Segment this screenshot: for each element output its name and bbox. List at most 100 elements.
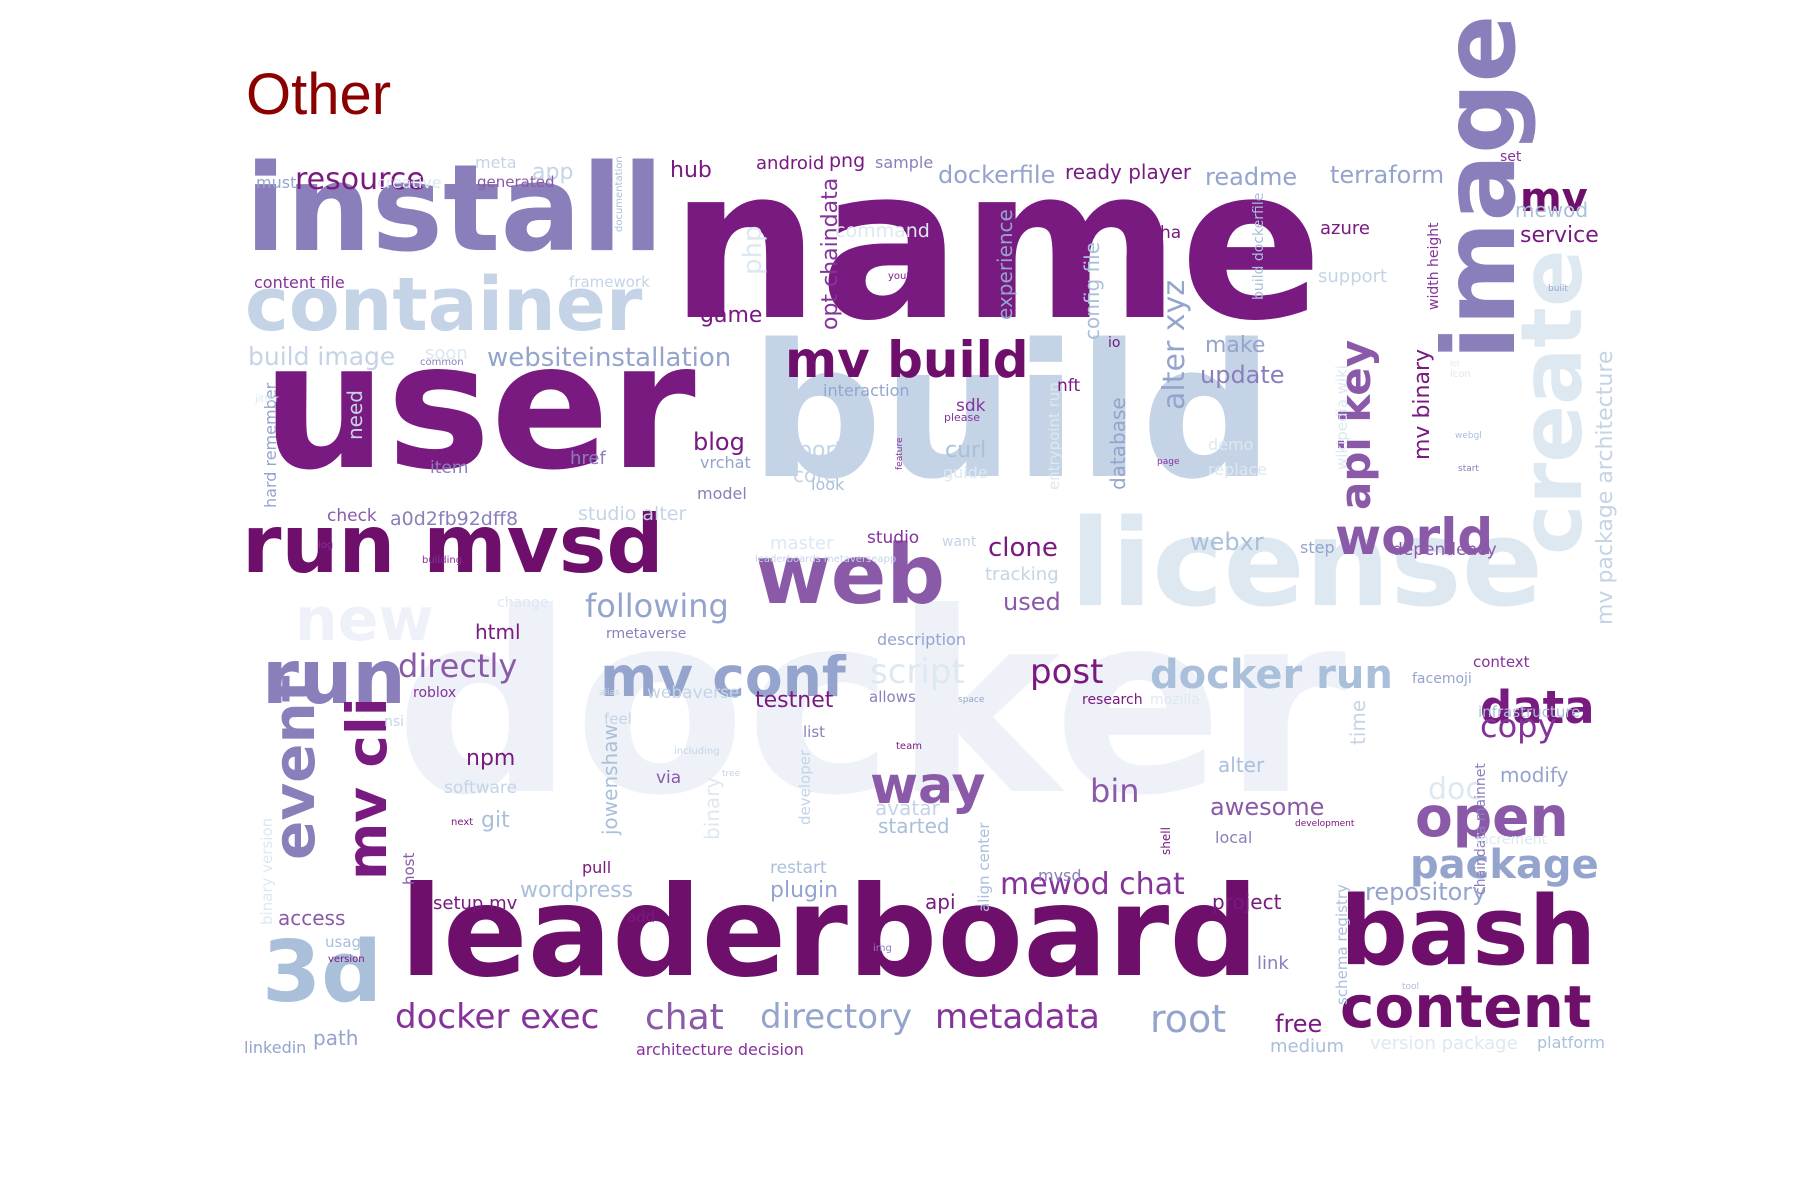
cloud-word: host bbox=[400, 852, 418, 885]
cloud-word: building bbox=[422, 555, 463, 566]
cloud-word: following bbox=[585, 587, 729, 625]
cloud-word: link bbox=[1257, 953, 1289, 974]
cloud-word: tool bbox=[1402, 982, 1420, 992]
cloud-word: meta bbox=[475, 153, 517, 172]
cloud-word: architecture decision bbox=[636, 1040, 804, 1059]
cloud-word: built bbox=[1548, 284, 1568, 294]
cloud-word: schema registry bbox=[1333, 884, 1351, 1005]
cloud-word: mv binary bbox=[1410, 348, 1435, 460]
cloud-word: page bbox=[1157, 457, 1180, 467]
cloud-word: command bbox=[835, 220, 930, 242]
cloud-word: studio bbox=[867, 528, 920, 548]
cloud-word: update bbox=[1200, 361, 1285, 389]
cloud-word: project bbox=[1212, 890, 1282, 914]
cloud-word: including bbox=[674, 746, 720, 757]
cloud-word: user bbox=[262, 306, 696, 509]
cloud-word: restart bbox=[770, 858, 827, 878]
cloud-word: license bbox=[1070, 495, 1544, 634]
cloud-word: alter xyz bbox=[1157, 279, 1192, 410]
cloud-word: post bbox=[1030, 652, 1104, 692]
cloud-word: doc bbox=[1428, 772, 1482, 807]
cloud-word: documentation bbox=[614, 156, 625, 232]
cloud-word: build image bbox=[248, 342, 396, 371]
cloud-word: web bbox=[755, 528, 946, 623]
cloud-word: docker bbox=[395, 559, 1347, 850]
cloud-word: soon bbox=[425, 343, 468, 364]
cloud-word: master bbox=[770, 533, 834, 554]
cloud-word: model bbox=[697, 484, 747, 503]
cloud-word: want bbox=[942, 534, 977, 550]
cloud-word: creative bbox=[377, 173, 442, 192]
cloud-word: data bbox=[1480, 681, 1595, 734]
cloud-word: path bbox=[313, 1026, 359, 1050]
cloud-word: demo bbox=[1208, 435, 1254, 454]
cloud-word: resource bbox=[295, 162, 425, 197]
cloud-word: new bbox=[295, 585, 434, 655]
cloud-word: terraform bbox=[1330, 161, 1445, 189]
cloud-word: local bbox=[1215, 828, 1253, 847]
cloud-word: please bbox=[944, 411, 981, 424]
cloud-word: world bbox=[1335, 508, 1494, 566]
cloud-word: webxr bbox=[1190, 528, 1264, 556]
cloud-word: common bbox=[420, 357, 464, 368]
cloud-word: need bbox=[343, 390, 367, 440]
cloud-word: binary bbox=[700, 776, 724, 840]
cloud-word: step bbox=[1300, 538, 1335, 557]
cloud-word: context bbox=[1473, 653, 1530, 671]
cloud-word: time bbox=[1346, 699, 1370, 745]
cloud-word: alias bbox=[599, 688, 620, 698]
cloud-word: plugin bbox=[770, 878, 839, 903]
cloud-word: access bbox=[278, 906, 346, 930]
cloud-word: webgl bbox=[1455, 431, 1482, 441]
cloud-word: vrchat bbox=[700, 453, 751, 472]
cloud-word: run mvsd bbox=[242, 498, 664, 591]
cloud-word: core bbox=[793, 463, 837, 487]
cloud-word: team bbox=[896, 741, 922, 752]
cloud-word: package bbox=[1410, 842, 1599, 888]
cloud-word: chat bbox=[645, 997, 724, 1038]
cloud-word: align center bbox=[975, 822, 993, 912]
cloud-word: database bbox=[1106, 397, 1130, 490]
cloud-word: space bbox=[958, 695, 985, 705]
cloud-word: lct bbox=[1450, 359, 1460, 368]
cloud-word: sdk bbox=[956, 396, 986, 416]
cloud-word: mv build bbox=[785, 331, 1029, 389]
cloud-word: game bbox=[700, 303, 763, 328]
cloud-word: mewod chat bbox=[1000, 867, 1185, 902]
cloud-word: make bbox=[1205, 333, 1266, 358]
cloud-word: repository bbox=[1365, 878, 1487, 906]
cloud-word: interaction bbox=[823, 381, 910, 400]
cloud-word: software bbox=[444, 778, 518, 798]
cloud-word: npm bbox=[466, 746, 516, 771]
cloud-word: width height bbox=[1426, 222, 1442, 310]
cloud-word: nsi bbox=[384, 714, 405, 730]
cloud-word: nft bbox=[1057, 376, 1081, 396]
cloud-word: dockerfile bbox=[938, 161, 1056, 189]
cloud-word: feel bbox=[604, 710, 632, 728]
cloud-word: setup mv bbox=[433, 893, 518, 914]
cloud-word: ha bbox=[1160, 223, 1182, 243]
cloud-word: look bbox=[811, 475, 845, 494]
cloud-word: alter bbox=[1218, 753, 1265, 777]
cloud-word: entrypoint run bbox=[1045, 382, 1063, 490]
cloud-word: app bbox=[532, 160, 574, 185]
cloud-word: build dockerfile bbox=[1251, 192, 1267, 300]
cloud-word: run bbox=[262, 633, 406, 721]
cloud-word: icon bbox=[1450, 369, 1471, 380]
cloud-word: set bbox=[1500, 149, 1522, 165]
cloud-word: android bbox=[756, 153, 825, 174]
cloud-word: mv bbox=[1520, 175, 1588, 221]
cloud-word: sample bbox=[875, 153, 934, 172]
cloud-word: content bbox=[1340, 973, 1592, 1041]
cloud-word: webaverse bbox=[647, 683, 740, 703]
cloud-word: version bbox=[328, 954, 365, 965]
cloud-word: readme bbox=[1205, 163, 1298, 191]
cloud-word: leaderboard bbox=[400, 860, 1259, 1005]
cloud-word: php bbox=[738, 225, 768, 276]
cloud-word: change bbox=[497, 595, 549, 611]
cloud-word: hub bbox=[670, 158, 712, 183]
cloud-word: modify bbox=[1500, 763, 1569, 787]
cloud-word: pull bbox=[582, 858, 612, 877]
cloud-word: io bbox=[1108, 335, 1121, 351]
cloud-word: usage bbox=[325, 933, 371, 951]
